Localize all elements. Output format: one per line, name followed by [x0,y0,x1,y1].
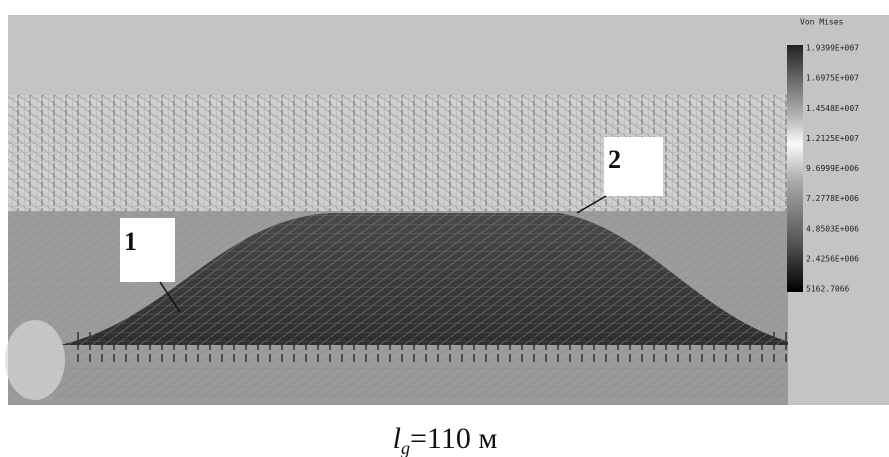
legend-label: 1.6975E+007 [806,74,859,83]
caption-symbol: l [393,422,401,455]
page: {"legend": {"title": "Von Mises", "label… [0,0,889,457]
upper-mesh [8,95,788,211]
legend-label: 1.9399E+007 [806,44,859,53]
legend-label: 5162.7066 [806,285,850,294]
callout-label: 1 [124,227,137,256]
legend-label: 7.2778E+006 [806,194,859,203]
legend-labels: 1.9399E+007 1.6975E+007 1.4548E+007 1.2125E… [806,44,859,294]
legend-label: 1.4548E+007 [806,104,859,113]
figure: Von Mises 1.9399E+007 1.6975E+007 1.4548E+… [0,0,889,457]
arrows [70,330,810,362]
edge-left [5,320,65,400]
callout-label: 2 [608,145,621,174]
legend-label: 4.8503E+006 [806,224,859,233]
caption-subscript: g [401,438,410,457]
base-mesh [40,362,830,398]
legend-title: Von Mises [800,18,844,27]
legend-label: 9.6999E+006 [806,164,859,173]
caption: lg=110 м [393,422,498,457]
colorbar [787,45,803,292]
caption-text: =110 м [410,422,497,455]
legend-label: 2.4256E+006 [806,254,859,263]
legend-label: 1.2125E+007 [806,134,859,143]
